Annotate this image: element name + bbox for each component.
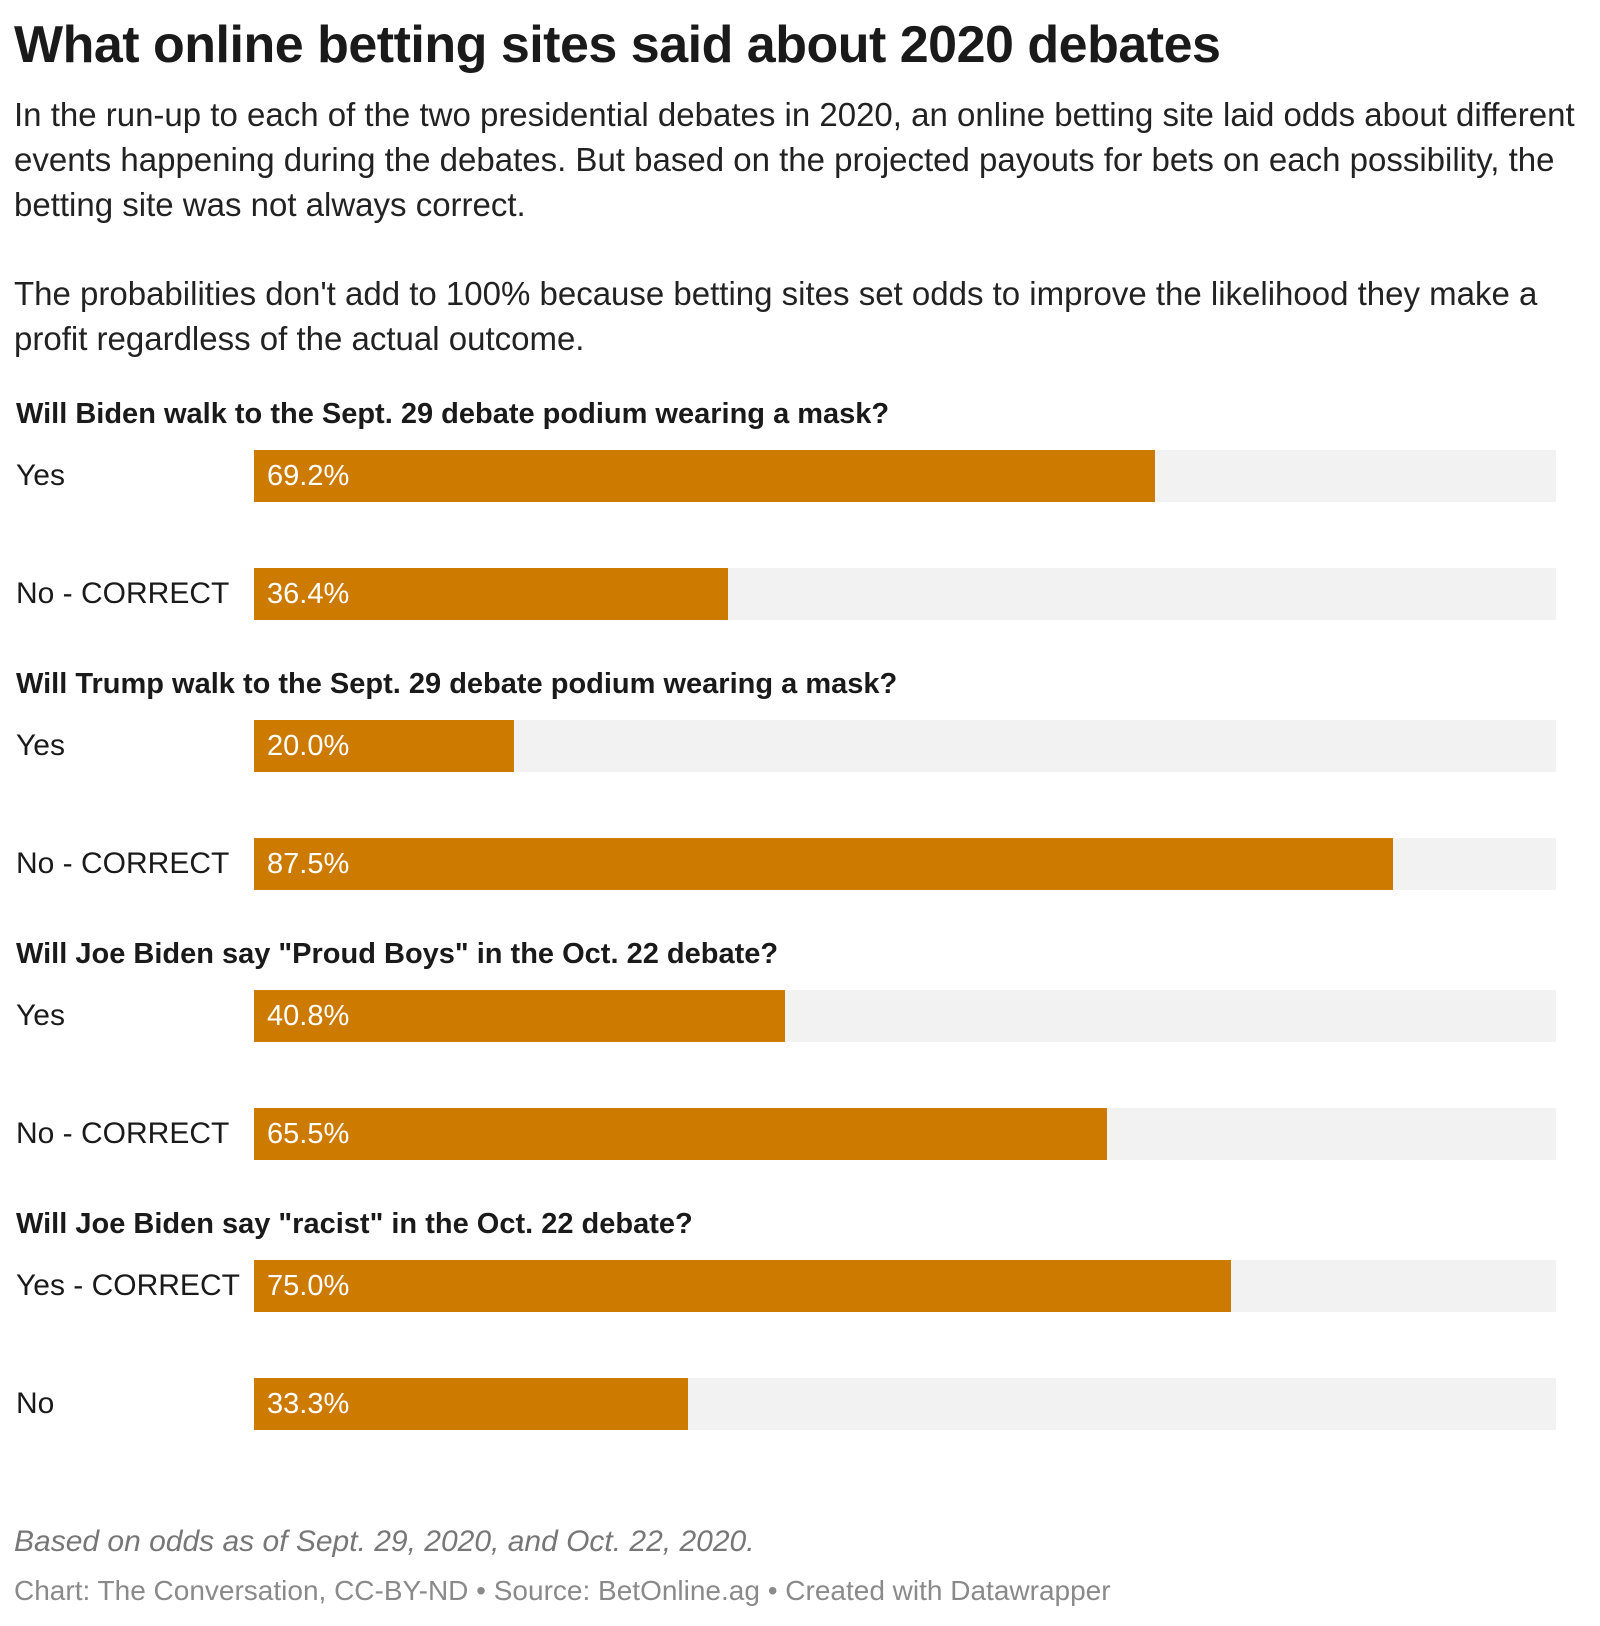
bar	[254, 1378, 688, 1430]
bar	[254, 720, 515, 772]
chart-credit: Chart: The Conversation, CC-BY-ND • Sour…	[14, 1575, 1111, 1606]
bar-value-label: 87.5%	[267, 848, 350, 880]
bar-row: No - CORRECT 87.5%	[14, 838, 1586, 890]
bar-value-label: 75.0%	[267, 1270, 350, 1302]
bar	[254, 990, 786, 1042]
question-title: Will Joe Biden say "Proud Boys" in the O…	[16, 938, 779, 970]
bar-value-label: 20.0%	[267, 730, 350, 762]
bar-row: Yes 40.8%	[14, 990, 1586, 1042]
bar-row: No 33.3%	[14, 1378, 1586, 1430]
chart-title: What online betting sites said about 202…	[14, 16, 1221, 74]
bar	[254, 838, 1394, 890]
bar-row: Yes 20.0%	[14, 720, 1586, 772]
bar	[254, 568, 728, 620]
bar-value-label: 36.4%	[267, 578, 350, 610]
question-title: Will Trump walk to the Sept. 29 debate p…	[16, 668, 898, 700]
question-group: Will Joe Biden say "racist" in the Oct. …	[14, 1204, 1586, 1430]
question-group: Will Joe Biden say "Proud Boys" in the O…	[14, 934, 1586, 1160]
bar	[254, 450, 1155, 502]
bar-track: 87.5%	[254, 838, 1556, 890]
question-group: Will Trump walk to the Sept. 29 debate p…	[14, 664, 1586, 890]
bar-category-label: No	[16, 1387, 55, 1420]
bar-category-label: Yes	[16, 729, 65, 762]
bar-track: 40.8%	[254, 990, 1556, 1042]
bar-track: 33.3%	[254, 1378, 1556, 1430]
question-group: Will Biden walk to the Sept. 29 debate p…	[14, 394, 1586, 620]
bar-value-label: 69.2%	[267, 460, 350, 492]
bar	[254, 1260, 1231, 1312]
bar-category-label: No - CORRECT	[16, 847, 230, 880]
bar-track: 75.0%	[254, 1260, 1556, 1312]
bar-row: Yes 69.2%	[14, 450, 1586, 502]
description-paragraph: The probabilities don't add to 100% beca…	[14, 275, 1538, 357]
bar-category-label: Yes - CORRECT	[16, 1269, 240, 1302]
bar-value-label: 33.3%	[267, 1388, 350, 1420]
bar-track: 20.0%	[254, 720, 1556, 772]
bar-row: No - CORRECT 65.5%	[14, 1108, 1586, 1160]
bar-category-label: No - CORRECT	[16, 577, 230, 610]
bar-category-label: Yes	[16, 999, 65, 1032]
question-title: Will Joe Biden say "racist" in the Oct. …	[16, 1208, 693, 1240]
bar-value-label: 40.8%	[267, 1000, 350, 1032]
bar-category-label: No - CORRECT	[16, 1117, 230, 1150]
chart-note: Based on odds as of Sept. 29, 2020, and …	[14, 1525, 755, 1558]
chart-description: In the run-up to each of the two preside…	[14, 92, 1586, 361]
bar	[254, 1108, 1107, 1160]
bar-value-label: 65.5%	[267, 1118, 350, 1150]
bar-track: 65.5%	[254, 1108, 1556, 1160]
bar-track: 36.4%	[254, 568, 1556, 620]
chart-header: What online betting sites said about 202…	[14, 14, 1586, 361]
bar-row: No - CORRECT 36.4%	[14, 568, 1586, 620]
description-paragraph: In the run-up to each of the two preside…	[14, 96, 1575, 223]
bar-track: 69.2%	[254, 450, 1556, 502]
bar-chart-area: Will Biden walk to the Sept. 29 debate p…	[14, 394, 1586, 1430]
question-title: Will Biden walk to the Sept. 29 debate p…	[16, 398, 890, 430]
bar-row: Yes - CORRECT 75.0%	[14, 1260, 1586, 1312]
bar-category-label: Yes	[16, 459, 65, 492]
